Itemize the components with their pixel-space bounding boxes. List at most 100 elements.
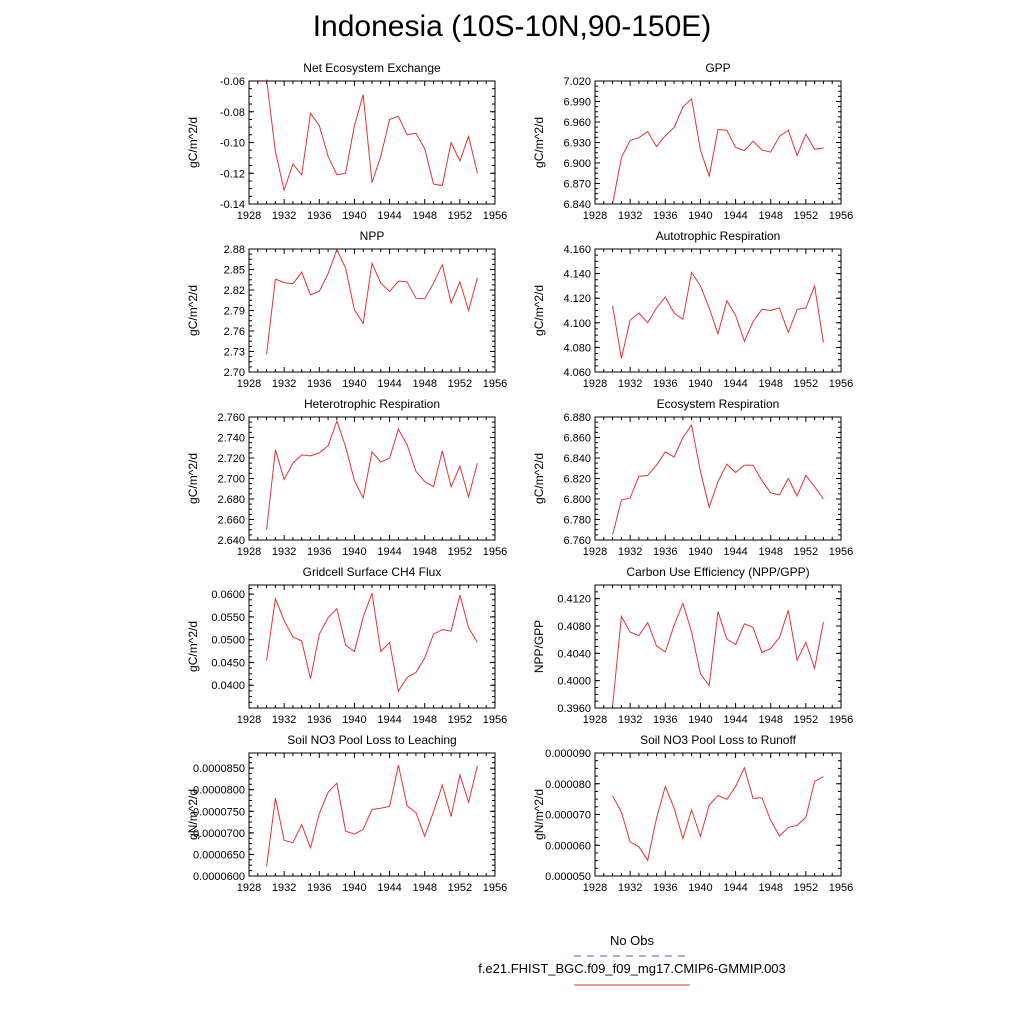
y-tick-label: 6.860 [563, 433, 591, 445]
x-tick-label: 1948 [412, 714, 436, 726]
x-tick-label: 1932 [618, 546, 642, 558]
y-tick-label: -0.06 [220, 76, 245, 88]
y-tick-label: 0.0400 [211, 680, 245, 692]
y-tick-label: 0.000050 [545, 871, 591, 883]
chart-panel: Autotrophic Respiration gC/m^2/d 1928 1932 1… [532, 229, 853, 390]
chart-panel: Soil NO3 Pool Loss to Leaching gN/m^2/d 19… [186, 733, 507, 894]
y-axis-label: gC/m^2/d [186, 453, 200, 504]
x-tick-label: 1928 [583, 546, 607, 558]
y-tick-label: 2.700 [217, 474, 245, 486]
y-tick-label: 0.0000800 [193, 785, 245, 797]
x-tick-label: 1948 [758, 714, 782, 726]
y-tick-label: 2.88 [224, 244, 245, 256]
y-tick-label: -0.14 [220, 199, 245, 211]
plot-frame [594, 416, 842, 541]
y-tick-label: -0.12 [220, 168, 245, 180]
x-tick-label: 1948 [412, 546, 436, 558]
x-tick-label: 1948 [758, 882, 782, 894]
x-tick-label: 1952 [448, 378, 472, 390]
x-tick-label: 1936 [653, 714, 677, 726]
x-tick-label: 1956 [483, 378, 507, 390]
y-tick-label: 0.0000850 [193, 763, 245, 775]
x-tick-label: 1932 [618, 378, 642, 390]
x-tick-label: 1932 [272, 210, 296, 222]
x-tick-label: 1956 [483, 882, 507, 894]
plot-frame [248, 584, 496, 709]
y-tick-label: 6.960 [563, 117, 591, 129]
y-axis-label: gC/m^2/d [532, 285, 546, 336]
x-tick-label: 1944 [723, 210, 747, 222]
y-tick-label: 6.870 [563, 179, 591, 191]
x-tick-label: 1936 [307, 882, 331, 894]
y-tick-label: 2.680 [217, 494, 245, 506]
y-tick-label: 0.000060 [545, 840, 591, 852]
x-tick-label: 1928 [583, 714, 607, 726]
x-tick-label: 1928 [583, 378, 607, 390]
series-line [612, 97, 824, 205]
y-axis-label: gN/m^2/d [186, 789, 200, 840]
y-tick-label: 6.840 [563, 199, 591, 211]
x-tick-label: 1944 [723, 714, 747, 726]
plot-frame [248, 752, 496, 877]
x-tick-label: 1932 [272, 378, 296, 390]
x-tick-label: 1936 [307, 378, 331, 390]
x-tick-label: 1936 [653, 882, 677, 894]
y-axis-label: NPP/GPP [532, 620, 546, 673]
y-tick-label: 0.0550 [211, 612, 245, 624]
panels: Net Ecosystem Exchange gC/m^2/d 1928 1932 19… [186, 61, 853, 894]
x-tick-label: 1936 [307, 210, 331, 222]
y-tick-label: 4.160 [563, 244, 591, 256]
y-tick-label: 2.79 [224, 306, 245, 318]
x-tick-label: 1940 [688, 378, 712, 390]
chart-title: Gridcell Surface CH4 Flux [303, 565, 442, 579]
chart-panel: NPP gC/m^2/d 1928 1932 1936 1940 1944 1948 1952 1… [186, 229, 507, 390]
series-line [266, 419, 478, 530]
x-tick-label: 1940 [342, 378, 366, 390]
y-tick-label: 7.020 [563, 76, 591, 88]
y-tick-label: 0.0000650 [193, 849, 245, 861]
x-tick-label: 1940 [342, 714, 366, 726]
x-tick-label: 1936 [307, 714, 331, 726]
y-tick-label: 0.4080 [557, 621, 591, 633]
x-tick-label: 1928 [237, 210, 261, 222]
x-tick-label: 1936 [307, 546, 331, 558]
y-tick-label: 6.820 [563, 474, 591, 486]
y-tick-label: 2.640 [217, 535, 245, 547]
series-line [612, 601, 824, 707]
x-tick-label: 1944 [377, 378, 401, 390]
series-line [266, 593, 478, 693]
y-tick-label: 4.140 [563, 269, 591, 281]
series-line [612, 766, 824, 862]
x-tick-label: 1928 [237, 378, 261, 390]
y-axis-label: gC/m^2/d [186, 621, 200, 672]
legend: No Obs f.e21.FHIST_BGC.f09_f09_mg17.CMIP… [478, 933, 786, 986]
y-tick-label: 2.740 [217, 433, 245, 445]
x-tick-label: 1940 [342, 546, 366, 558]
chart-title: Carbon Use Efficiency (NPP/GPP) [626, 565, 809, 579]
x-tick-label: 1932 [272, 714, 296, 726]
y-tick-label: 6.930 [563, 138, 591, 150]
x-tick-label: 1940 [688, 546, 712, 558]
chart-title: Heterotrophic Respiration [304, 397, 440, 411]
x-tick-label: 1956 [829, 714, 853, 726]
x-tick-label: 1948 [758, 546, 782, 558]
x-tick-label: 1928 [237, 546, 261, 558]
y-tick-label: 0.0000750 [193, 806, 245, 818]
x-tick-label: 1936 [653, 378, 677, 390]
x-tick-label: 1928 [583, 882, 607, 894]
y-tick-label: 6.780 [563, 515, 591, 527]
y-tick-label: 4.120 [563, 293, 591, 305]
legend-obs-label: No Obs [610, 933, 655, 948]
x-tick-label: 1948 [412, 882, 436, 894]
x-tick-label: 1936 [653, 546, 677, 558]
y-tick-label: 2.73 [224, 347, 245, 359]
y-axis-label: gC/m^2/d [186, 117, 200, 168]
y-tick-label: 0.0500 [211, 635, 245, 647]
y-tick-label: 6.760 [563, 535, 591, 547]
x-tick-label: 1956 [829, 882, 853, 894]
y-tick-label: 2.660 [217, 515, 245, 527]
y-tick-label: 0.0000700 [193, 828, 245, 840]
y-axis-label: gC/m^2/d [532, 453, 546, 504]
y-tick-label: 0.0600 [211, 589, 245, 601]
y-tick-label: 0.000090 [545, 748, 591, 760]
